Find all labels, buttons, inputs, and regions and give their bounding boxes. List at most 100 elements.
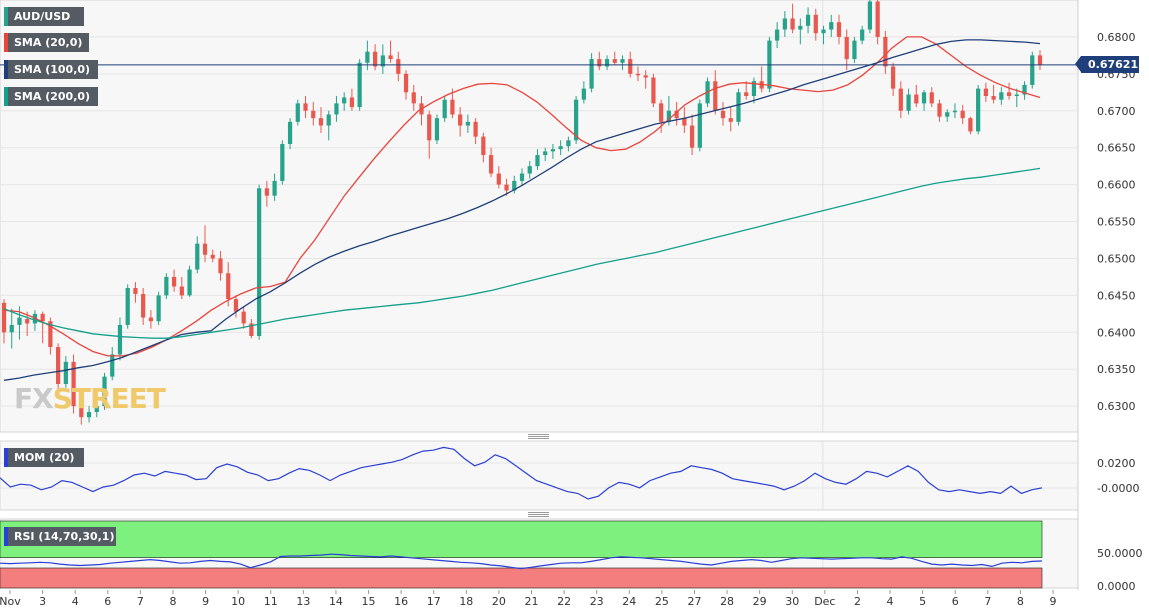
- x-axis-tick-label: 29: [753, 595, 767, 608]
- candle-body: [929, 92, 934, 104]
- bullish-candle: [566, 136, 571, 152]
- pane-resize-handle-2[interactable]: [528, 512, 549, 517]
- candle-body: [581, 88, 586, 100]
- bullish-candle: [164, 273, 169, 300]
- bearish-candle: [937, 99, 942, 122]
- sma200-legend-tag[interactable]: SMA (200,0): [4, 87, 98, 106]
- bullish-candle: [829, 14, 834, 37]
- bullish-candle: [666, 96, 672, 126]
- sma100-line: [3, 39, 1041, 381]
- bullish-candle: [867, 0, 873, 34]
- bullish-candle: [550, 144, 556, 159]
- x-axis-tick-label: 2: [854, 595, 861, 608]
- rsi-color-swatch: [4, 527, 8, 546]
- x-axis-tick-label: 18: [459, 595, 473, 608]
- bullish-candle: [465, 114, 470, 133]
- price-axis-tick-label: 0.6350: [1097, 363, 1136, 376]
- price-axis-tick-label: 0.6500: [1097, 252, 1136, 265]
- bearish-candle: [1037, 50, 1043, 71]
- bearish-candle: [25, 311, 30, 336]
- rsi-legend-tag[interactable]: RSI (14,70,30,1): [4, 527, 116, 546]
- bearish-candle: [179, 276, 184, 300]
- candle-body: [295, 103, 300, 122]
- bearish-candle: [171, 269, 177, 292]
- candle-body: [813, 14, 818, 34]
- bearish-candle: [473, 118, 478, 144]
- x-axis-tick-label: 8: [1017, 595, 1024, 608]
- bearish-candle: [744, 81, 749, 100]
- candle-body: [434, 118, 440, 141]
- bearish-candle: [898, 81, 903, 119]
- candle-body: [736, 92, 741, 122]
- candle-body: [488, 155, 494, 174]
- bearish-candle: [991, 84, 996, 104]
- candle-body: [372, 51, 378, 67]
- candle-body: [890, 66, 896, 89]
- candle-body: [589, 59, 594, 89]
- candle-body: [643, 75, 648, 78]
- candle-body: [403, 73, 409, 93]
- candle-body: [396, 59, 401, 74]
- bullish-candle: [906, 88, 911, 115]
- bullish-candle: [581, 81, 586, 104]
- x-axis-tick-label: 5: [919, 595, 926, 608]
- candle-body: [25, 319, 30, 324]
- bullish-candle: [280, 140, 285, 185]
- bullish-candle: [775, 22, 780, 48]
- candle-body: [133, 288, 138, 294]
- rsi-oversold-zone: [0, 567, 1043, 589]
- bullish-candle: [798, 18, 803, 45]
- bearish-candle: [249, 319, 254, 339]
- price-axis-tick-label: 0.6600: [1097, 179, 1136, 192]
- bearish-candle: [836, 14, 842, 45]
- bearish-candle: [883, 31, 888, 74]
- rsi-label: RSI (14,70,30,1): [14, 530, 115, 543]
- sma100-legend-tag[interactable]: SMA (100,0): [4, 60, 98, 79]
- candle-body: [303, 103, 308, 111]
- candle-body: [612, 59, 617, 63]
- x-axis-tick-label: 22: [557, 595, 571, 608]
- candle-body: [720, 110, 726, 119]
- bearish-candle: [264, 180, 269, 207]
- candle-body: [504, 184, 509, 191]
- bullish-candle: [156, 291, 161, 325]
- bearish-candle: [141, 288, 146, 325]
- bullish-candle: [976, 84, 981, 135]
- candle-body: [79, 406, 84, 418]
- bearish-candle: [349, 88, 355, 111]
- bullish-candle: [110, 347, 115, 381]
- bullish-candle: [543, 147, 548, 161]
- bullish-candle: [736, 88, 741, 126]
- sma20-legend-tag[interactable]: SMA (20,0): [4, 33, 89, 52]
- candle-body: [148, 317, 154, 322]
- candle-body: [287, 121, 293, 144]
- x-axis-tick-label: 27: [687, 595, 701, 608]
- mom-color-swatch: [4, 448, 8, 467]
- bullish-candle: [195, 236, 200, 274]
- bearish-candle: [403, 70, 409, 100]
- bearish-candle: [318, 107, 324, 133]
- symbol-label: AUD/USD: [14, 10, 71, 23]
- candle-body: [535, 155, 540, 167]
- candle-body: [280, 144, 285, 181]
- bearish-candle: [488, 147, 494, 178]
- bearish-candle: [148, 310, 154, 329]
- x-axis-tick-label: 17: [427, 595, 441, 608]
- candle-body: [365, 51, 370, 63]
- bullish-candle: [697, 99, 702, 152]
- pane-resize-handle-1[interactable]: [528, 434, 549, 439]
- bullish-candle: [117, 317, 123, 361]
- x-axis-tick-label: 9: [202, 595, 209, 608]
- pane-background-1: [0, 0, 1079, 433]
- candle-body: [604, 59, 610, 67]
- candle-body: [473, 121, 478, 137]
- symbol-legend-tag[interactable]: AUD/USD: [4, 7, 84, 26]
- candle-body: [968, 118, 973, 132]
- bearish-candle: [612, 51, 617, 65]
- x-axis-tick-label: 30: [785, 595, 799, 608]
- bullish-candle: [620, 55, 625, 71]
- bullish-candle: [187, 265, 192, 297]
- candle-body: [218, 258, 223, 274]
- mom-legend-tag[interactable]: MOM (20): [4, 448, 84, 467]
